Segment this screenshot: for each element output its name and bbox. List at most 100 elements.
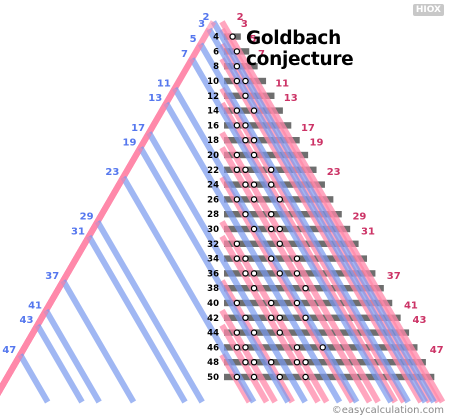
even-label-30: 30: [207, 225, 219, 235]
dot-44-13-31: [277, 330, 282, 335]
even-label-50: 50: [207, 373, 219, 383]
even-label-18: 18: [207, 136, 219, 146]
hiox-watermark: HIOX: [413, 4, 444, 16]
left-mirror-band-47: [0, 355, 20, 402]
dot-32-3-29: [234, 241, 239, 246]
right-prime-label-13: 13: [284, 93, 298, 104]
left-prime-label-41: 41: [28, 300, 42, 311]
dot-34-17-17: [294, 256, 299, 261]
left-mirror-band-31: [0, 236, 89, 402]
dot-26-13-13: [277, 197, 282, 202]
left-prime-label-37: 37: [45, 271, 59, 282]
even-label-8: 8: [213, 62, 219, 72]
even-label-10: 10: [207, 77, 219, 87]
even-label-16: 16: [207, 121, 219, 131]
even-label-22: 22: [207, 166, 219, 176]
even-label-4: 4: [213, 33, 219, 43]
dot-40-3-37: [234, 300, 239, 305]
dot-48-17-31: [294, 360, 299, 365]
right-prime-label-29: 29: [352, 212, 366, 223]
dot-48-11-37: [269, 360, 274, 365]
dot-10-5-5: [243, 78, 248, 83]
dot-28-5-23: [243, 212, 248, 217]
dot-14-7-7: [251, 108, 256, 113]
right-prime-label-17: 17: [301, 123, 315, 134]
dot-46-23-23: [320, 345, 325, 350]
dot-22-11-11: [269, 167, 274, 172]
left-prime-label-3: 3: [198, 19, 205, 30]
left-prime-label-31: 31: [71, 226, 85, 237]
right-prime-label-11: 11: [275, 78, 289, 89]
dot-34-11-23: [269, 256, 274, 261]
even-label-44: 44: [207, 329, 219, 339]
dot-50-7-43: [251, 374, 256, 379]
left-prime-label-13: 13: [148, 93, 162, 104]
dot-10-3-7: [234, 78, 239, 83]
dot-34-3-31: [234, 256, 239, 261]
dot-32-13-19: [277, 241, 282, 246]
even-label-34: 34: [207, 255, 219, 265]
dot-36-7-29: [251, 271, 256, 276]
even-label-42: 42: [207, 314, 219, 324]
dot-34-5-29: [243, 256, 248, 261]
left-prime-label-29: 29: [80, 212, 94, 223]
even-number-labels: 4681012141618202224262830323436384042444…: [207, 33, 219, 383]
dot-22-3-19: [234, 167, 239, 172]
dot-50-19-31: [303, 374, 308, 379]
right-prime-label-41: 41: [404, 300, 418, 311]
dot-24-5-19: [243, 182, 248, 187]
left-prime-label-47: 47: [2, 345, 16, 356]
left-prime-label-7: 7: [181, 49, 188, 60]
dot-42-5-37: [243, 315, 248, 320]
even-label-48: 48: [207, 358, 219, 368]
left-prime-label-5: 5: [190, 34, 197, 45]
dot-42-11-31: [269, 315, 274, 320]
dot-42-19-23: [303, 315, 308, 320]
dot-20-3-17: [234, 152, 239, 157]
dot-20-7-13: [251, 152, 256, 157]
even-label-26: 26: [207, 195, 219, 205]
dot-38-19-19: [303, 286, 308, 291]
even-label-40: 40: [207, 299, 219, 309]
dot-46-17-29: [294, 345, 299, 350]
even-label-46: 46: [207, 343, 219, 353]
even-label-20: 20: [207, 151, 219, 161]
dot-26-3-23: [234, 197, 239, 202]
dot-48-7-41: [251, 360, 256, 365]
dot-4-2-2: [230, 34, 235, 39]
dot-18-7-11: [251, 138, 256, 143]
dot-30-7-23: [251, 226, 256, 231]
dot-36-13-23: [277, 271, 282, 276]
right-prime-label-23: 23: [327, 167, 341, 178]
left-mirror-band-43: [0, 325, 37, 402]
credit-link[interactable]: ©easycalculation.com: [332, 405, 444, 416]
dot-30-11-19: [269, 226, 274, 231]
dot-40-11-29: [269, 300, 274, 305]
dot-26-7-19: [251, 197, 256, 202]
right-prime-label-43: 43: [413, 315, 427, 326]
dot-46-5-41: [243, 345, 248, 350]
dot-6-3-3: [234, 49, 239, 54]
left-prime-label-17: 17: [131, 123, 145, 134]
dot-16-3-13: [234, 123, 239, 128]
left-band-47: [20, 355, 47, 402]
dot-24-7-17: [251, 182, 256, 187]
even-label-32: 32: [207, 240, 219, 250]
dot-12-5-7: [243, 93, 248, 98]
dot-42-13-29: [277, 315, 282, 320]
left-prime-label-23: 23: [105, 167, 119, 178]
dot-50-3-47: [234, 374, 239, 379]
dot-44-7-37: [251, 330, 256, 335]
dot-44-3-41: [234, 330, 239, 335]
even-label-14: 14: [207, 107, 219, 117]
dot-14-3-11: [234, 108, 239, 113]
dot-36-5-31: [243, 271, 248, 276]
dot-18-5-13: [243, 138, 248, 143]
even-label-36: 36: [207, 269, 219, 279]
dot-46-3-43: [234, 345, 239, 350]
dot-48-5-43: [243, 360, 248, 365]
dot-50-13-37: [277, 374, 282, 379]
dot-16-5-11: [243, 123, 248, 128]
even-label-24: 24: [207, 181, 219, 191]
